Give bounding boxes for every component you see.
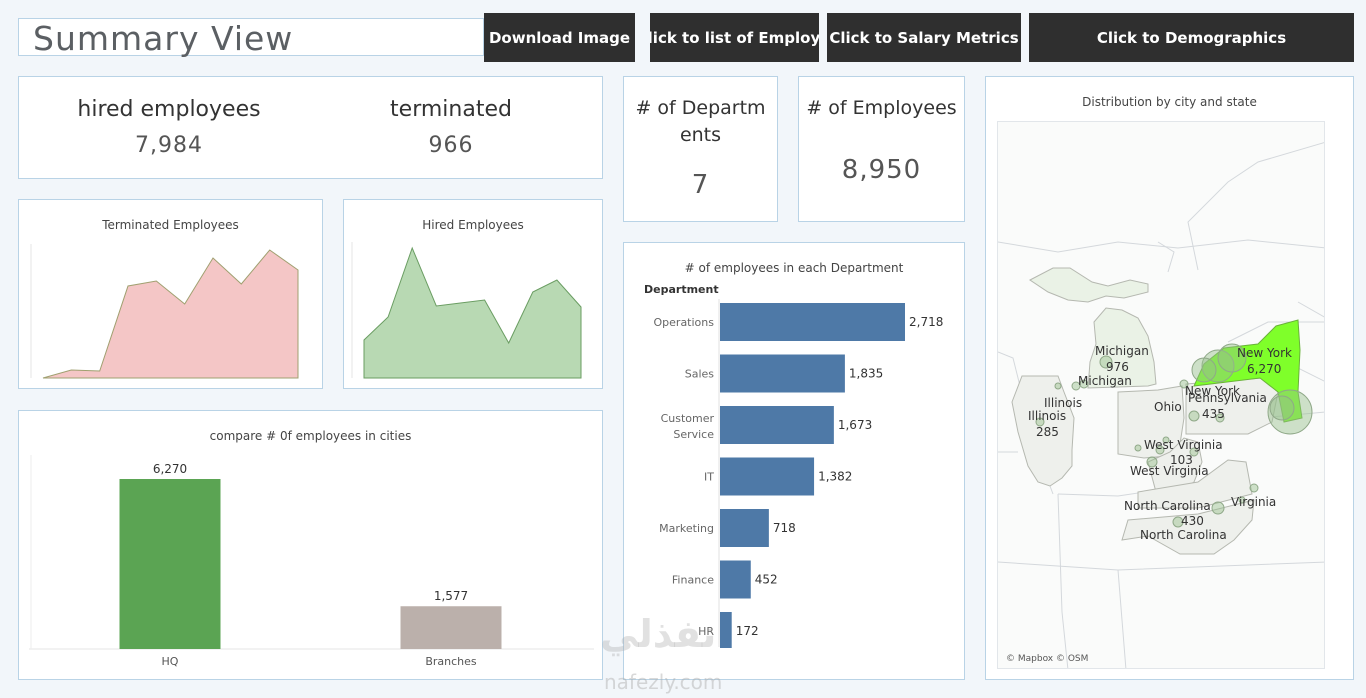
department-category-label: IT xyxy=(704,471,714,484)
employees-kpi-panel: # of Employees 8,950 xyxy=(798,76,965,222)
map-label-new-york-count: 6,270 xyxy=(1247,362,1282,376)
department-bar-value-label: 172 xyxy=(736,624,759,638)
employees-label: # of Employees xyxy=(806,97,957,119)
cities-bar-chart: 6,270 HQ 1,577 Branches xyxy=(29,455,594,668)
map-label-illinois-city: Illinois xyxy=(1044,396,1083,410)
department-chart-panel: # of employees in each Department Depart… xyxy=(623,242,965,680)
cities-bar-value-label: 6,270 xyxy=(153,462,187,476)
area-series xyxy=(363,246,582,379)
hired-chart-panel: Hired Employees xyxy=(343,199,603,389)
map-attribution[interactable]: © Mapbox © OSM xyxy=(1006,654,1089,664)
cities-category-label: Branches xyxy=(425,655,477,668)
department-bar-chart: Department 2,718 Operations 1,835 Sales 1,673… xyxy=(644,283,943,648)
cities-category-label: HQ xyxy=(162,655,179,668)
map-label-west-virginia-city: West Virginia xyxy=(1144,438,1223,452)
hired-chart-title: Hired Employees xyxy=(422,218,524,232)
department-bar-2[interactable] xyxy=(720,406,834,444)
map-label-north-carolina-city: North Carolina xyxy=(1140,528,1227,542)
department-bar-6[interactable] xyxy=(720,612,732,648)
terminated-chart-title: Terminated Employees xyxy=(102,218,239,232)
cities-bar-branches[interactable] xyxy=(400,606,502,649)
map-label-pennsylvania-count: 435 xyxy=(1202,407,1225,421)
department-category-label: Operations xyxy=(654,316,715,329)
departments-label-line2: ents xyxy=(679,124,722,146)
department-category-label: Finance xyxy=(672,574,714,587)
department-category-label: Marketing xyxy=(659,522,714,535)
department-bar-value-label: 452 xyxy=(755,573,778,587)
map-label-new-york: New York xyxy=(1237,346,1292,360)
employees-value: 8,950 xyxy=(841,155,922,185)
department-category-label: HR xyxy=(698,625,714,638)
map-svg xyxy=(998,142,1324,668)
departments-kpi-panel: # of Departm ents 7 xyxy=(623,76,778,222)
watermark-arabic: نفذلي xyxy=(600,612,717,656)
cities-bar-hq[interactable] xyxy=(119,479,221,649)
department-category-label-cont: Service xyxy=(673,428,714,441)
virginia-shape xyxy=(1137,459,1253,509)
demographics-button[interactable]: Click to Demographics xyxy=(1029,13,1354,62)
department-bar-value-label: 1,835 xyxy=(849,367,883,381)
salary-metrics-button[interactable]: Click to Salary Metrics xyxy=(827,13,1021,62)
area-series xyxy=(42,249,299,379)
page-title: Summary View xyxy=(33,19,294,58)
map-label-ohio: Ohio xyxy=(1154,400,1182,414)
cities-bar-value-label: 1,577 xyxy=(434,589,468,603)
map-label-michigan-city: Michigan xyxy=(1078,374,1132,388)
map-title: Distribution by city and state xyxy=(1082,95,1257,109)
illinois-shape xyxy=(1011,375,1075,487)
hired-employees-value: 7,984 xyxy=(135,133,203,158)
hired-area-chart xyxy=(351,242,582,379)
department-bar-4[interactable] xyxy=(720,509,769,547)
map-label-north-carolina: North Carolina xyxy=(1124,499,1211,513)
department-bar-value-label: 718 xyxy=(773,521,796,535)
map-label-new-york-city: New York xyxy=(1185,384,1240,398)
new-york-shape xyxy=(1193,319,1303,423)
department-bar-value-label: 2,718 xyxy=(909,315,943,329)
department-axis-header: Department xyxy=(644,283,719,296)
map-label-michigan-count: 976 xyxy=(1106,360,1129,374)
department-bar-3[interactable] xyxy=(720,457,815,496)
map-label-west-virginia: West Virginia xyxy=(1130,464,1209,478)
department-bar-value-label: 1,382 xyxy=(818,470,852,484)
hired-terminated-kpi-panel: hired employees 7,984 terminated 966 xyxy=(18,76,603,179)
department-category-label: Sales xyxy=(685,368,715,381)
departments-label-line1: # of Departm xyxy=(635,97,766,119)
cities-chart-panel: compare # 0f employees in cities 6,270 HQ… xyxy=(18,410,603,680)
map-panel: Distribution by city and state xyxy=(985,76,1354,680)
download-image-button[interactable]: Download Image xyxy=(484,13,635,62)
department-bar-0[interactable] xyxy=(720,303,905,341)
map-label-pennsylvania: Pennsylvania xyxy=(1188,391,1267,405)
terminated-value: 966 xyxy=(428,133,474,158)
department-bar-1[interactable] xyxy=(720,354,845,393)
watermark-latin: nafezly.com xyxy=(604,670,723,694)
department-bar-value-label: 1,673 xyxy=(838,418,872,432)
employee-list-button[interactable]: click to list of Employ.. xyxy=(650,13,819,62)
cities-chart-title: compare # 0f employees in cities xyxy=(209,429,412,443)
map-label-michigan: Michigan xyxy=(1095,344,1149,358)
terminated-chart-panel: Terminated Employees xyxy=(18,199,323,389)
department-chart-title: # of employees in each Department xyxy=(684,261,904,275)
map-label-virginia: Virginia xyxy=(1231,495,1277,509)
map-label-illinois-count: 285 xyxy=(1036,425,1059,439)
department-category-label: Customer xyxy=(661,412,715,425)
department-bar-5[interactable] xyxy=(720,560,751,599)
michigan-upper-shape xyxy=(1029,267,1149,303)
map-label-west-virginia-count: 103 xyxy=(1170,453,1193,467)
departments-value: 7 xyxy=(691,170,710,200)
map-label-north-carolina-count: 430 xyxy=(1181,514,1204,528)
page-title-box: Summary View xyxy=(18,18,484,58)
terminated-area-chart xyxy=(30,244,299,379)
terminated-label: terminated xyxy=(390,97,512,122)
map-canvas[interactable]: Michigan 976 Michigan Illinois Illinois … xyxy=(997,121,1325,669)
hired-employees-label: hired employees xyxy=(77,97,261,122)
map-label-illinois: Illinois xyxy=(1028,409,1067,423)
map-markers xyxy=(1035,343,1313,528)
